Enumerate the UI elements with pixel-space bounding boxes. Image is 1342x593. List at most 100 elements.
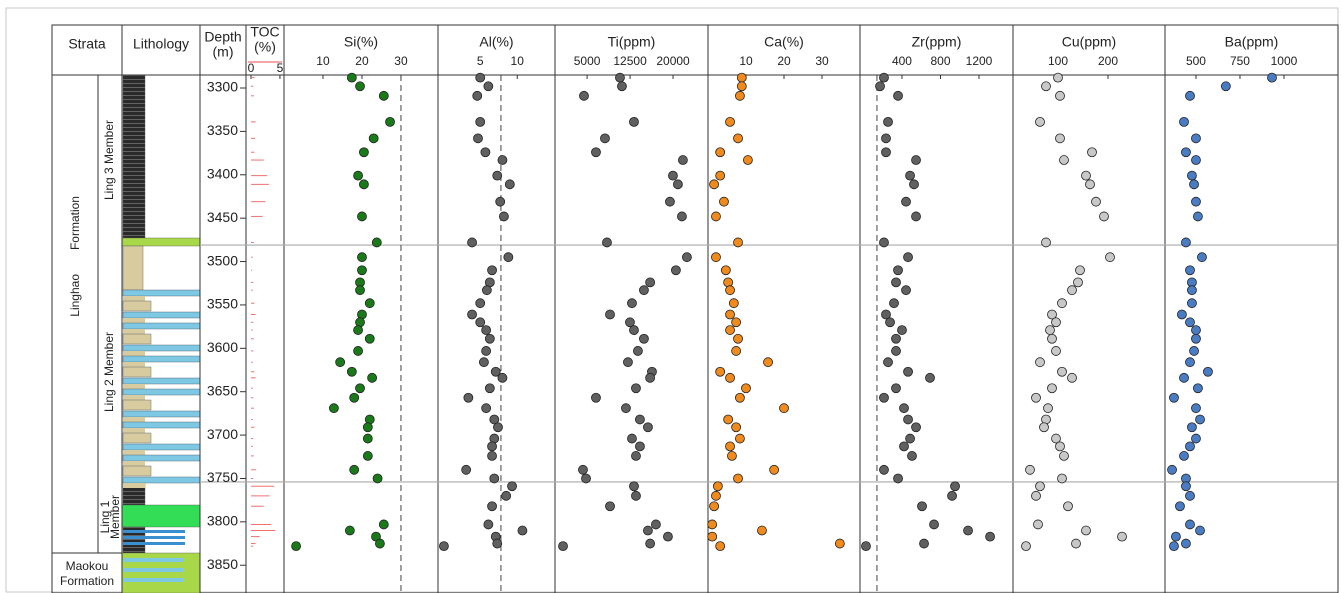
- data-point: [964, 526, 973, 535]
- data-point: [369, 134, 378, 143]
- y-tick-label: 3400: [207, 165, 238, 181]
- data-point: [373, 474, 382, 483]
- data-point: [359, 148, 368, 157]
- data-point: [1118, 532, 1127, 541]
- data-point: [1180, 117, 1189, 126]
- data-point: [1177, 310, 1186, 319]
- data-point: [735, 434, 744, 443]
- data-point: [770, 465, 779, 474]
- lithology-block: [123, 329, 145, 334]
- data-point: [894, 474, 903, 483]
- data-point: [646, 373, 655, 382]
- data-point: [726, 286, 735, 295]
- data-point: [482, 326, 491, 335]
- data-point: [879, 238, 888, 247]
- data-point: [708, 532, 717, 541]
- data-point: [663, 532, 672, 541]
- data-point: [476, 73, 485, 82]
- data-point: [368, 373, 377, 382]
- lithology-block: [123, 334, 151, 344]
- data-point: [372, 238, 381, 247]
- data-point: [356, 384, 365, 393]
- lithology-block: [123, 422, 200, 428]
- lithology-block: [123, 384, 145, 389]
- lithology-block: [123, 246, 143, 290]
- data-point: [354, 326, 363, 335]
- data-point: [1181, 539, 1190, 548]
- data-point: [668, 171, 677, 180]
- lithology-block: [123, 378, 200, 384]
- data-point: [504, 253, 513, 262]
- data-point: [726, 373, 735, 382]
- data-point: [678, 156, 687, 165]
- data-point: [379, 91, 388, 100]
- lithology-block: [123, 530, 185, 533]
- data-point: [631, 451, 640, 460]
- data-point: [481, 148, 490, 157]
- lithology-block: [123, 417, 145, 422]
- x-tick-label: 12500: [613, 54, 647, 68]
- data-point: [835, 539, 844, 548]
- data-point: [677, 212, 686, 221]
- data-point: [1042, 238, 1051, 247]
- x-tick-label: 800: [930, 54, 950, 68]
- data-point: [716, 542, 725, 551]
- data-point: [732, 346, 741, 355]
- data-point: [493, 423, 502, 432]
- data-point: [920, 539, 929, 548]
- data-point: [1100, 212, 1109, 221]
- member-label: Ling 2 Member: [102, 332, 116, 412]
- data-point: [464, 393, 473, 402]
- data-point: [629, 482, 638, 491]
- formation-label: Maokou: [66, 559, 109, 573]
- panel-title: Si(%): [344, 34, 378, 50]
- data-point: [1058, 367, 1067, 376]
- data-point: [646, 539, 655, 548]
- lithology-block: [123, 455, 200, 461]
- data-point: [591, 148, 600, 157]
- data-point: [356, 82, 365, 91]
- data-point: [631, 491, 640, 500]
- data-point: [499, 212, 508, 221]
- data-point: [488, 502, 497, 511]
- data-point: [496, 197, 505, 206]
- x-tick-label: 20: [777, 54, 791, 68]
- data-point: [1181, 238, 1190, 247]
- lithology-block: [123, 290, 200, 296]
- data-point: [490, 474, 499, 483]
- data-point: [508, 482, 517, 491]
- lithology-block: [123, 542, 185, 545]
- data-point: [894, 91, 903, 100]
- chart: Strata Lithology Depth (m) Linghao Forma…: [0, 0, 1342, 593]
- data-point: [1193, 384, 1202, 393]
- data-point: [1034, 520, 1043, 529]
- data-point: [1082, 171, 1091, 180]
- data-point: [1180, 373, 1189, 382]
- data-point: [673, 180, 682, 189]
- data-point: [498, 156, 507, 165]
- data-point: [1068, 373, 1077, 382]
- data-point: [892, 278, 901, 287]
- data-point: [881, 148, 890, 157]
- data-point: [735, 91, 744, 100]
- formation-label: Linghao: [68, 274, 82, 317]
- data-point: [726, 326, 735, 335]
- data-point: [1074, 278, 1083, 287]
- data-point: [1191, 134, 1200, 143]
- data-point: [498, 373, 507, 382]
- data-point: [1221, 82, 1230, 91]
- data-point: [1046, 326, 1055, 335]
- data-point: [359, 180, 368, 189]
- data-point: [912, 156, 921, 165]
- y-tick-label: 3850: [207, 556, 238, 572]
- data-point: [719, 197, 728, 206]
- data-point: [336, 358, 345, 367]
- data-point: [1058, 474, 1067, 483]
- data-point: [476, 299, 485, 308]
- data-point: [726, 310, 735, 319]
- x-tick-label: 5: [477, 54, 484, 68]
- lithology-block: [123, 428, 145, 433]
- x-tick-label: 10: [316, 54, 330, 68]
- data-point: [1052, 318, 1061, 327]
- data-point: [711, 212, 720, 221]
